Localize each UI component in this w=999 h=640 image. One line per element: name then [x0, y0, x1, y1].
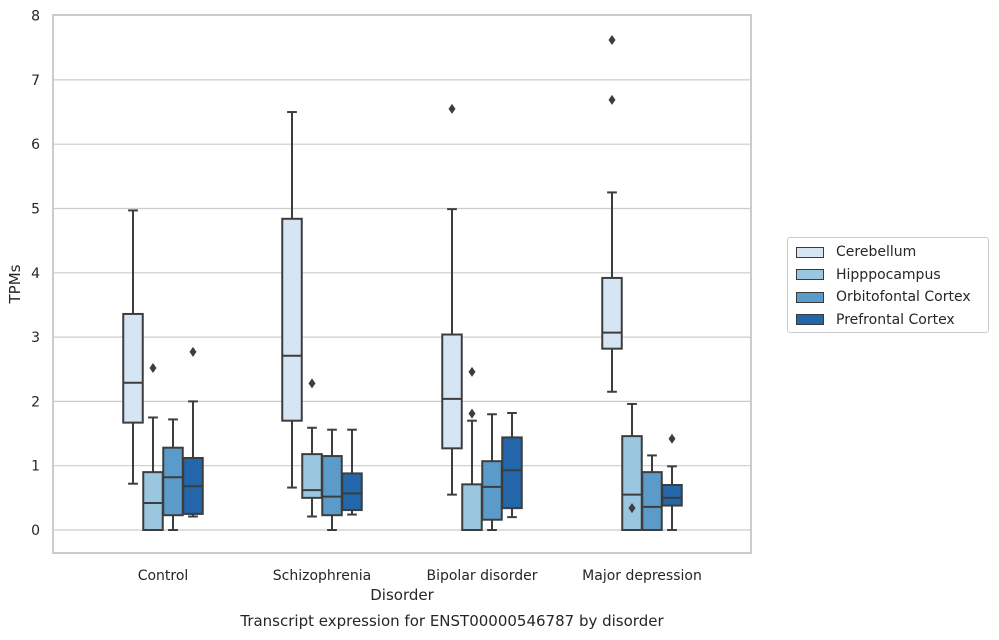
- box-body: [122, 312, 144, 424]
- y-tick-label: 5: [31, 202, 40, 218]
- box-body: [321, 455, 343, 517]
- x-tick-labels: Control Schizophrenia Bipolar disorder Majo…: [138, 568, 702, 584]
- legend-item: Prefrontal Cortex: [796, 309, 980, 332]
- box-body: [162, 446, 184, 517]
- legend-swatch: [796, 246, 824, 258]
- outlier-point: [468, 366, 476, 377]
- box-body: [281, 217, 303, 422]
- legend-label: Prefrontal Cortex: [836, 311, 955, 328]
- box-orbitofontal-cortex-0: [162, 418, 184, 531]
- box-prefrontal-cortex-0: [182, 346, 204, 518]
- legend-swatch: [796, 291, 824, 303]
- y-tick-label: 7: [31, 73, 40, 89]
- legend-item: Hipppocampus: [796, 264, 980, 287]
- gridlines: [53, 79, 751, 531]
- box-body: [341, 472, 363, 512]
- box-prefrontal-cortex-1: [341, 428, 363, 516]
- outlier-point: [608, 94, 616, 105]
- outlier-point: [668, 433, 676, 444]
- box-body: [601, 276, 623, 350]
- y-tick-label: 6: [31, 137, 40, 153]
- box-orbitofontal-cortex-1: [321, 428, 343, 531]
- legend-label: Cerebellum: [836, 244, 917, 261]
- outlier-point: [149, 362, 157, 373]
- x-tick-label: Control: [138, 568, 189, 584]
- box-cerebellum-0: [122, 209, 144, 485]
- y-tick-labels: 0 1 2 3 4 5 6 7 8: [31, 9, 40, 539]
- x-tick-label: Major depression: [582, 568, 702, 584]
- box-prefrontal-cortex-3: [661, 433, 683, 531]
- legend-label: Orbitofontal Cortex: [836, 289, 971, 306]
- box-body: [661, 483, 683, 507]
- box-body: [641, 471, 663, 532]
- outlier-point: [628, 503, 636, 514]
- box-hipppocampus-3: [621, 402, 643, 532]
- legend-label: Hipppocampus: [836, 266, 941, 283]
- box-prefrontal-cortex-2: [501, 411, 523, 519]
- box-body: [142, 471, 164, 532]
- box-body: [501, 436, 523, 510]
- box-orbitofontal-cortex-2: [481, 413, 503, 531]
- y-axis-label: TPMs: [6, 264, 24, 304]
- y-tick-label: 4: [31, 266, 40, 282]
- y-tick-label: 8: [31, 9, 40, 25]
- y-tick-label: 1: [31, 459, 40, 475]
- box-body: [301, 453, 323, 499]
- box-body: [441, 333, 463, 450]
- legend-item: Cerebellum: [796, 241, 980, 264]
- legend-swatch: [796, 269, 824, 281]
- y-tick-label: 0: [31, 523, 40, 539]
- y-tick-label: 3: [31, 330, 40, 346]
- outlier-point: [448, 103, 456, 114]
- box-body: [621, 435, 643, 532]
- box-hipppocampus-2: [461, 366, 483, 531]
- x-axis-label: Disorder: [370, 586, 434, 604]
- box-body: [481, 460, 503, 521]
- x-tick-label: Bipolar disorder: [426, 568, 537, 584]
- legend-swatch: [796, 314, 824, 326]
- legend: Cerebellum Hipppocampus Orbitofontal Corte…: [787, 237, 989, 333]
- box-cerebellum-1: [281, 111, 303, 489]
- boxes: [122, 35, 683, 532]
- box-hipppocampus-1: [301, 378, 323, 518]
- box-orbitofontal-cortex-3: [641, 454, 663, 532]
- box-cerebellum-2: [441, 103, 463, 496]
- outlier-point: [608, 35, 616, 46]
- outlier-point: [308, 378, 316, 389]
- outlier-point: [468, 408, 476, 419]
- legend-item: Orbitofontal Cortex: [796, 286, 980, 309]
- box-body: [461, 483, 483, 531]
- x-tick-label: Schizophrenia: [273, 568, 371, 584]
- y-tick-label: 2: [31, 394, 40, 410]
- plot-frame: [52, 14, 752, 554]
- chart-caption: Transcript expression for ENST0000054678…: [240, 612, 664, 630]
- outlier-point: [189, 346, 197, 357]
- box-cerebellum-3: [601, 35, 623, 393]
- box-hipppocampus-0: [142, 362, 164, 532]
